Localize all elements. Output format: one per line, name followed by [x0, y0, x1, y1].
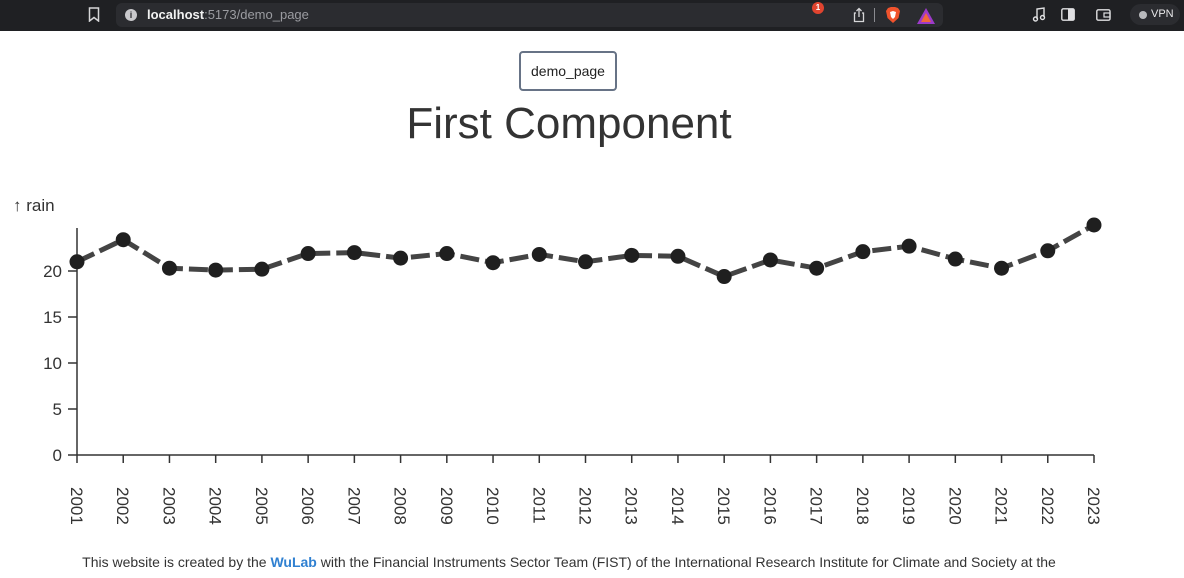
share-icon[interactable] — [852, 7, 866, 23]
x-tick-label: 2001 — [67, 487, 86, 525]
y-axis: 0 5 10 15 20 — [43, 228, 78, 465]
data-point — [346, 245, 362, 261]
brave-rewards-icon[interactable] — [916, 7, 936, 25]
x-tick-label: 2005 — [252, 487, 271, 525]
data-point — [762, 252, 778, 268]
rain-series-markers — [69, 217, 1102, 285]
data-point — [855, 244, 871, 260]
data-point — [1040, 243, 1056, 259]
footer-suffix: with the Financial Instruments Sector Te… — [316, 554, 1056, 570]
x-tick-label: 2004 — [206, 487, 225, 525]
data-point — [947, 251, 963, 267]
x-tick-label: 2012 — [576, 487, 595, 525]
page-title: First Component — [406, 99, 732, 148]
url-host: localhost — [147, 7, 205, 22]
footer-prefix: This website is created by the — [82, 554, 271, 570]
url-text[interactable]: localhost:5173/demo_page — [147, 7, 309, 22]
x-tick-label: 2022 — [1038, 487, 1057, 525]
x-tick-label: 2023 — [1084, 487, 1103, 525]
data-point — [393, 250, 409, 266]
site-info-icon[interactable]: i — [125, 9, 137, 21]
address-bar[interactable]: i localhost:5173/demo_page — [116, 3, 943, 27]
wulab-link[interactable]: WuLab — [270, 554, 317, 570]
data-point — [208, 262, 224, 278]
x-tick-label: 2014 — [668, 487, 687, 525]
urlbar-divider — [874, 8, 875, 22]
browser-toolbar: i localhost:5173/demo_page 1 VPN — [0, 0, 1184, 31]
x-tick-label: 2015 — [714, 487, 733, 525]
x-tick-label: 2011 — [529, 487, 548, 524]
bookmark-icon[interactable] — [88, 7, 100, 22]
data-point — [578, 254, 593, 270]
y-tick-label: 0 — [53, 446, 62, 465]
x-axis: 2001 2002 2003 2004 2005 2006 2007 2008 2009 2010… — [67, 454, 1103, 525]
data-point — [115, 232, 131, 248]
data-point — [69, 254, 85, 270]
media-icon[interactable] — [1032, 7, 1046, 22]
wallet-icon[interactable] — [1096, 8, 1111, 21]
y-axis-label: ↑ rain — [13, 196, 55, 215]
x-tick-label: 2002 — [113, 487, 132, 525]
data-point — [439, 246, 455, 262]
x-tick-label: 2013 — [622, 487, 641, 525]
demo-page-button[interactable]: demo_page — [519, 51, 617, 91]
data-point — [300, 246, 316, 262]
x-tick-label: 2010 — [483, 487, 502, 525]
y-tick-label: 10 — [43, 354, 62, 373]
data-point — [485, 255, 501, 271]
data-point — [670, 248, 686, 264]
sidebar-toggle-icon[interactable] — [1061, 8, 1075, 21]
brave-shields-icon[interactable] — [885, 6, 901, 24]
data-point — [1086, 217, 1102, 233]
data-point — [901, 238, 917, 254]
vpn-status-icon — [1139, 11, 1147, 19]
data-point — [809, 260, 825, 276]
data-point — [254, 261, 270, 277]
data-point — [994, 260, 1010, 276]
data-point — [624, 247, 640, 263]
data-point — [531, 246, 547, 262]
data-point — [161, 260, 177, 276]
x-tick-label: 2008 — [391, 487, 410, 525]
x-tick-label: 2020 — [945, 487, 964, 525]
vpn-label: VPN — [1151, 8, 1174, 20]
y-tick-label: 15 — [43, 308, 62, 327]
x-tick-label: 2006 — [298, 487, 317, 525]
x-tick-label: 2021 — [992, 487, 1011, 525]
vpn-button[interactable]: VPN — [1130, 4, 1180, 25]
rewards-badge: 1 — [812, 2, 824, 14]
data-point — [716, 269, 732, 285]
url-path: :5173/demo_page — [204, 7, 309, 22]
x-tick-label: 2019 — [899, 487, 918, 525]
x-tick-label: 2016 — [760, 487, 779, 525]
y-tick-label: 20 — [43, 262, 62, 281]
x-tick-label: 2018 — [853, 487, 872, 525]
y-tick-label: 5 — [53, 400, 62, 419]
footer-text: This website is created by the WuLab wit… — [0, 554, 1138, 570]
x-tick-label: 2003 — [159, 487, 178, 525]
x-tick-label: 2017 — [807, 487, 826, 525]
x-tick-label: 2009 — [437, 487, 456, 525]
x-tick-label: 2007 — [344, 487, 363, 525]
